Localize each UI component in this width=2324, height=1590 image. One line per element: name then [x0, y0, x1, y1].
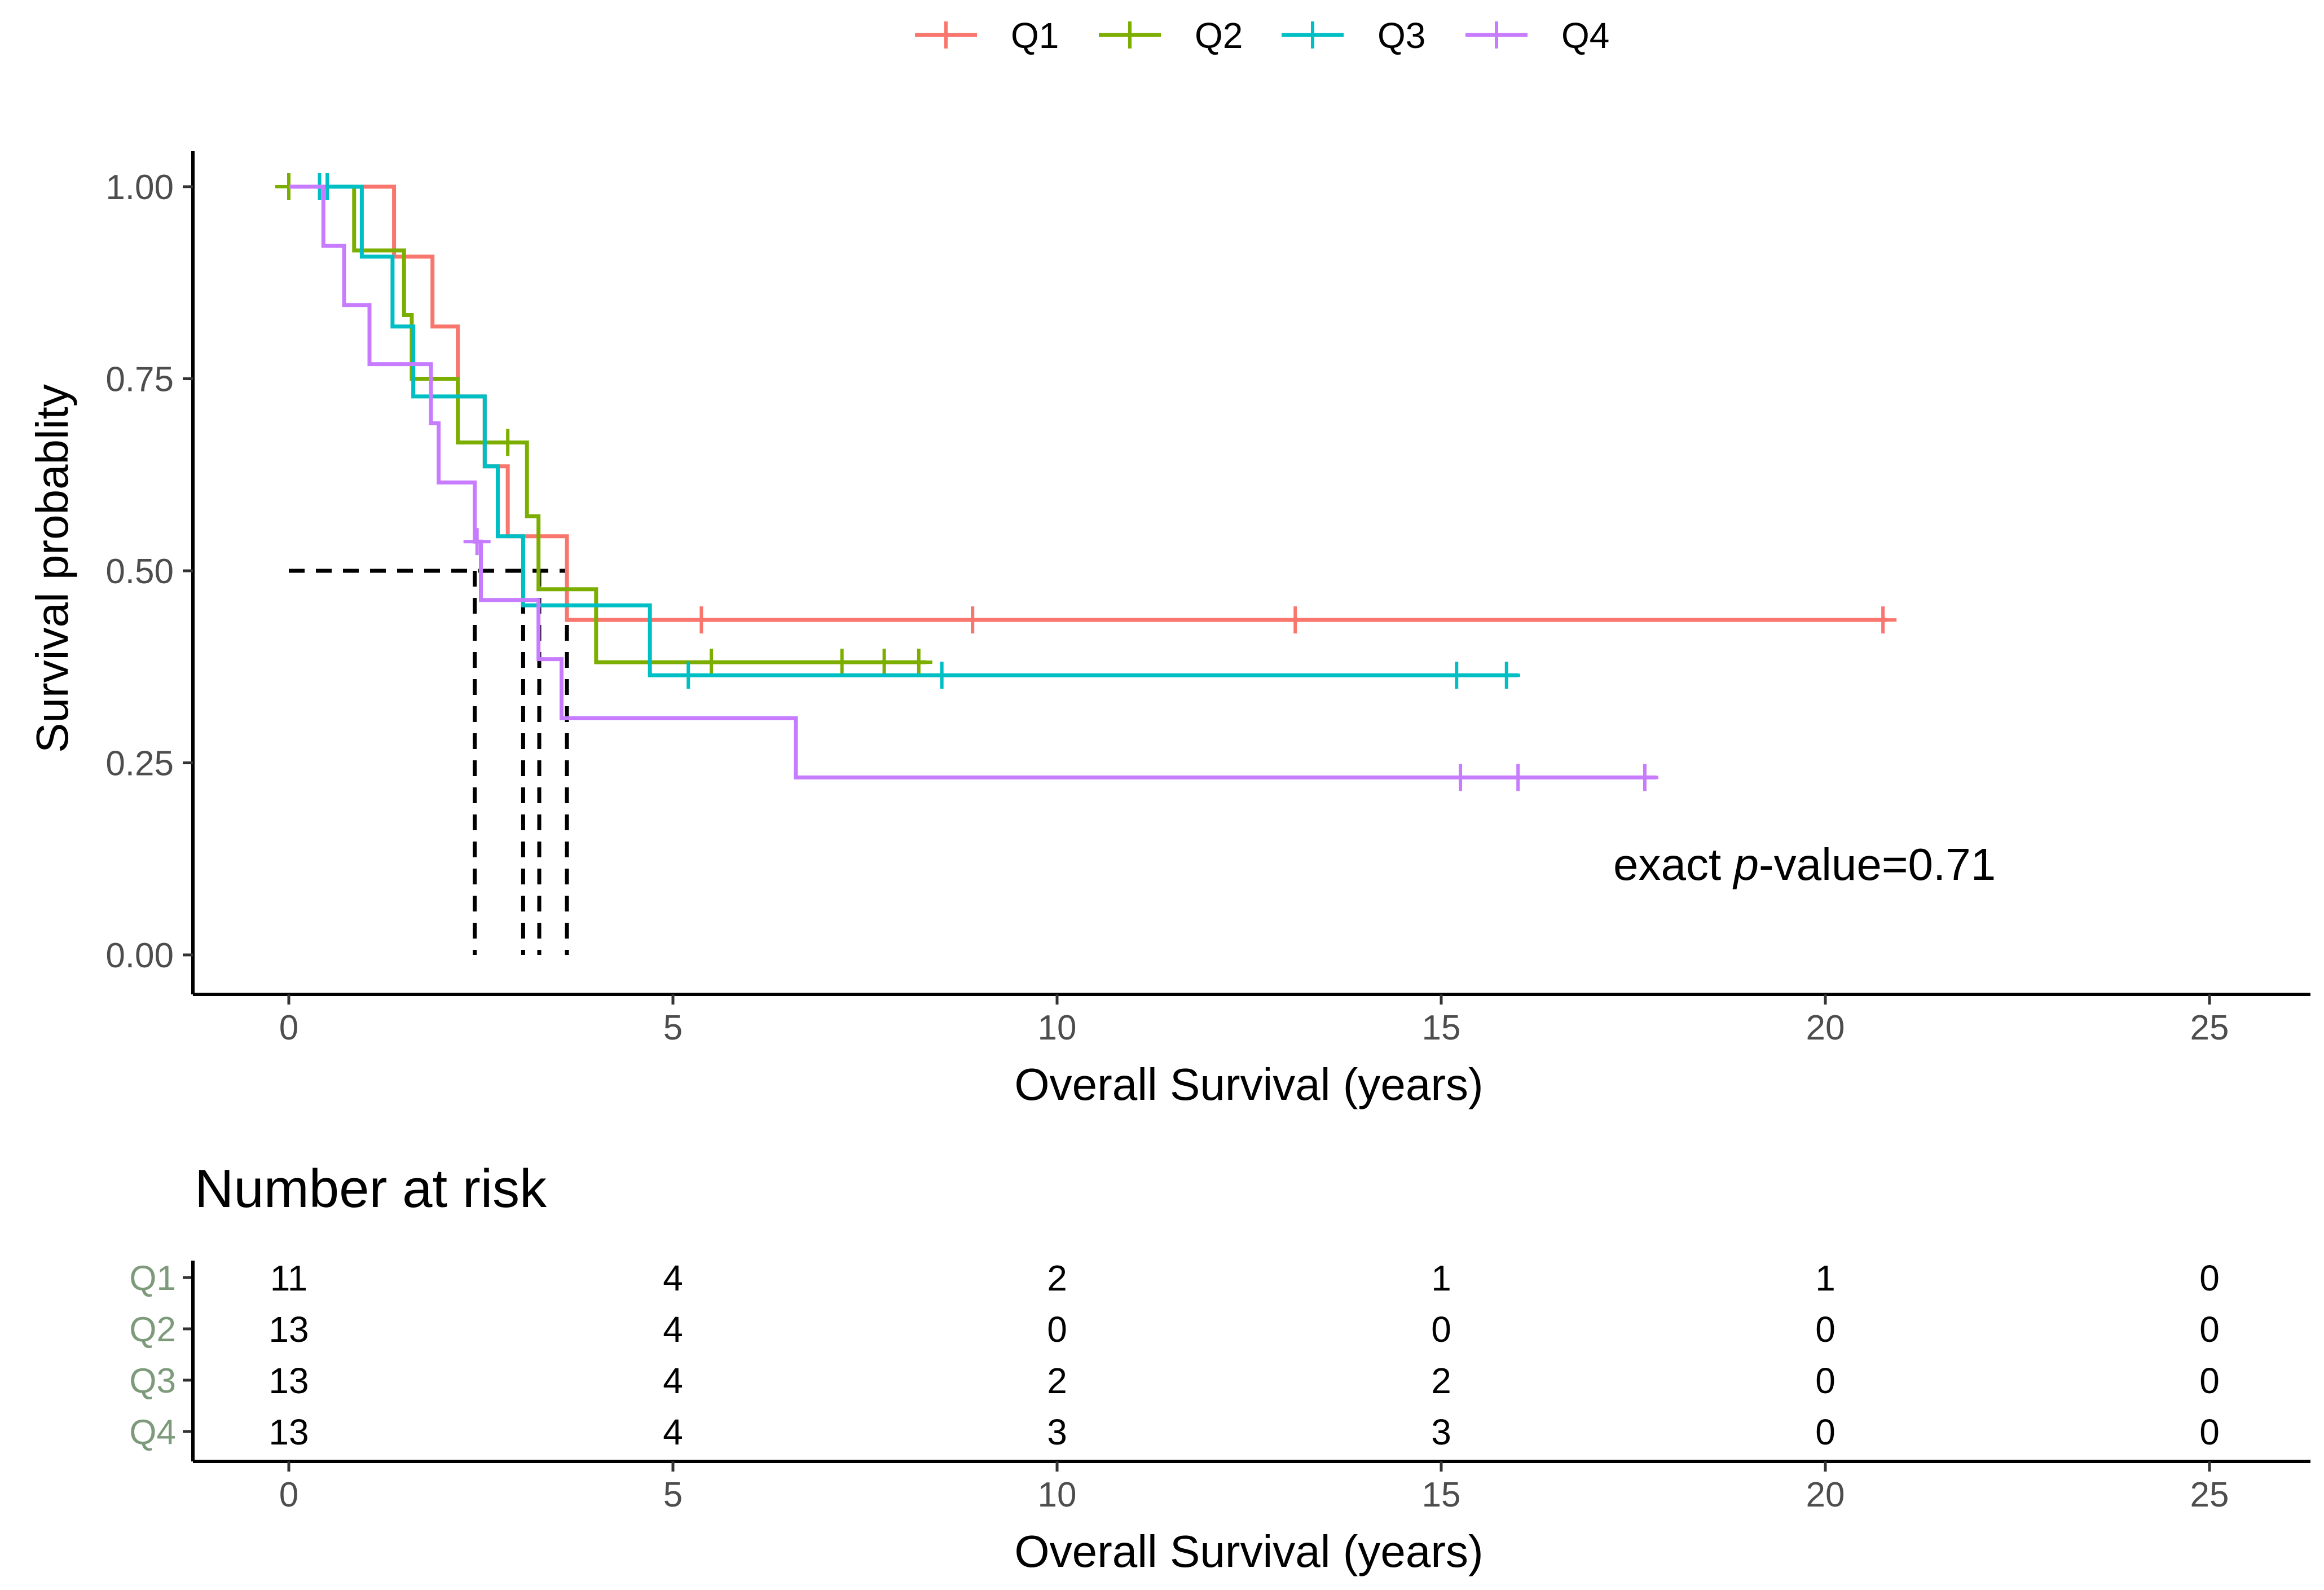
risk-count: 11 [270, 1258, 307, 1298]
risk-count: 0 [2199, 1412, 2220, 1452]
risk-count: 13 [269, 1360, 309, 1401]
risk-x-tick-label: 5 [663, 1476, 683, 1514]
legend-item-q1: Q1 [915, 15, 1059, 56]
x-tick-label: 20 [1806, 1008, 1845, 1047]
p-value-italic: p [1732, 839, 1759, 889]
risk-count: 0 [2199, 1309, 2220, 1350]
risk-count: 0 [1815, 1360, 1836, 1401]
series-line-q3 [289, 184, 1518, 677]
legend-label: Q2 [1195, 15, 1243, 56]
legend-item-q4: Q4 [1465, 15, 1609, 56]
risk-count: 1 [1431, 1258, 1451, 1298]
risk-count: 4 [663, 1309, 683, 1350]
risk-x-tick-label: 10 [1038, 1476, 1077, 1514]
y-tick-label: 1.00 [105, 168, 174, 207]
x-tick-label: 5 [663, 1008, 683, 1047]
x-axis: 0 5 10 15 20 25 [193, 993, 2310, 1047]
series-q3 [289, 173, 1520, 689]
risk-row-q3: Q3 13 4 2 2 0 0 [129, 1360, 2220, 1401]
risk-count: 3 [1047, 1412, 1067, 1452]
risk-row-q4: Q4 13 4 3 3 0 0 [129, 1412, 2220, 1452]
y-tick-label: 0.00 [105, 936, 174, 975]
risk-row-q1: Q1 11 4 2 1 1 0 [129, 1258, 2220, 1298]
y-axis-title: Survival probablity [27, 384, 77, 753]
risk-x-tick-label: 25 [2190, 1476, 2229, 1514]
risk-group-label: Q1 [129, 1259, 176, 1298]
legend-item-q3: Q3 [1282, 15, 1425, 56]
risk-table: Q1 11 4 2 1 1 0Q2 13 4 0 0 0 0Q3 13 4 2 2 0 0Q4 13 4 3 3 0 0 [129, 1258, 2220, 1452]
risk-count: 0 [1047, 1309, 1067, 1350]
risk-x-tick-label: 15 [1422, 1476, 1461, 1514]
x-tick-label: 10 [1038, 1008, 1077, 1047]
risk-count: 13 [269, 1412, 309, 1452]
series-q2 [275, 173, 932, 676]
risk-count: 0 [2199, 1360, 2220, 1401]
series-line-q2 [289, 184, 927, 664]
risk-count: 1 [1815, 1258, 1836, 1298]
p-value-annotation: exact p-value=0.71 [1613, 839, 1996, 889]
risk-count: 0 [2199, 1258, 2220, 1298]
x-tick-label: 25 [2190, 1008, 2229, 1047]
legend-label: Q3 [1377, 15, 1425, 56]
risk-count: 4 [663, 1412, 683, 1452]
x-tick-label: 15 [1422, 1008, 1461, 1047]
risk-table-title: Number at risk [195, 1159, 547, 1219]
risk-count: 2 [1431, 1360, 1451, 1401]
risk-x-axis: 0 5 10 15 20 25 [191, 1261, 2310, 1514]
risk-count: 2 [1047, 1258, 1067, 1298]
risk-row-q2: Q2 13 4 0 0 0 0 [129, 1309, 2220, 1350]
risk-count: 3 [1431, 1412, 1451, 1452]
p-value-suffix: -value=0.71 [1759, 839, 1996, 889]
risk-count: 4 [663, 1360, 683, 1401]
y-tick-label: 0.75 [105, 360, 174, 399]
series-line-q4 [289, 184, 1657, 779]
y-axis: 0.00 0.25 0.50 0.75 1.00 [105, 151, 195, 994]
plot-area [275, 173, 1897, 955]
p-value-prefix: exact [1613, 839, 1733, 889]
risk-count: 2 [1047, 1360, 1067, 1401]
y-tick-label: 0.25 [105, 745, 174, 783]
legend: Q1 Q2 Q3 Q4 [915, 15, 1609, 56]
median-lines [289, 569, 569, 955]
x-axis-title: Overall Survival (years) [1014, 1059, 1483, 1109]
risk-x-tick-label: 20 [1806, 1476, 1845, 1514]
risk-count: 4 [663, 1258, 683, 1298]
series-q1 [289, 184, 1897, 634]
risk-group-label: Q4 [129, 1413, 176, 1452]
series-q4 [289, 184, 1658, 791]
legend-label: Q4 [1561, 15, 1609, 56]
risk-x-axis-title: Overall Survival (years) [1014, 1526, 1483, 1576]
risk-x-tick-label: 0 [279, 1476, 298, 1514]
y-tick-label: 0.50 [105, 552, 174, 591]
risk-count: 0 [1431, 1309, 1451, 1350]
risk-group-label: Q2 [129, 1310, 176, 1349]
risk-count: 0 [1815, 1412, 1836, 1452]
series-line-q1 [289, 184, 1887, 622]
risk-count: 0 [1815, 1309, 1836, 1350]
legend-label: Q1 [1011, 15, 1059, 56]
legend-item-q2: Q2 [1099, 15, 1243, 56]
x-tick-label: 0 [279, 1008, 298, 1047]
risk-group-label: Q3 [129, 1362, 176, 1400]
risk-count: 13 [269, 1309, 309, 1350]
